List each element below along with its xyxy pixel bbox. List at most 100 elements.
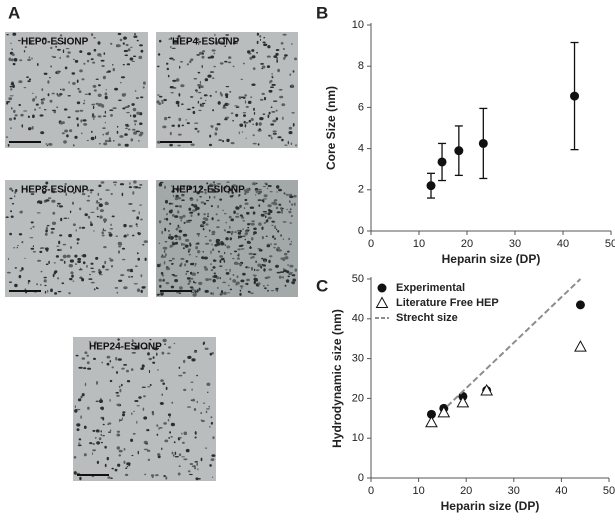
particle bbox=[50, 288, 53, 293]
particle bbox=[81, 78, 85, 81]
particle bbox=[121, 247, 126, 250]
particle bbox=[294, 268, 297, 272]
particle bbox=[143, 395, 146, 398]
particle bbox=[181, 194, 185, 196]
particle bbox=[240, 216, 245, 219]
particle bbox=[261, 65, 266, 69]
particle bbox=[294, 57, 297, 61]
particle bbox=[121, 367, 125, 370]
particle bbox=[104, 139, 108, 143]
particle bbox=[246, 211, 250, 215]
particle bbox=[92, 429, 96, 432]
particle bbox=[119, 135, 124, 138]
particle bbox=[254, 194, 257, 196]
particle bbox=[191, 388, 193, 391]
particle bbox=[271, 136, 273, 140]
particle bbox=[99, 198, 103, 201]
particle bbox=[240, 244, 244, 246]
particle bbox=[129, 46, 133, 48]
particle bbox=[47, 93, 50, 97]
particle bbox=[122, 413, 125, 417]
particle bbox=[162, 382, 165, 385]
particle bbox=[241, 131, 244, 133]
particle bbox=[228, 215, 232, 219]
particle bbox=[244, 94, 248, 97]
particle bbox=[245, 137, 247, 139]
particle bbox=[225, 185, 228, 187]
particle bbox=[111, 265, 113, 268]
point bbox=[425, 415, 438, 428]
particle bbox=[163, 475, 166, 477]
particle bbox=[192, 398, 195, 402]
particle bbox=[277, 230, 280, 233]
particle bbox=[275, 49, 280, 51]
particle bbox=[198, 91, 202, 94]
particle bbox=[136, 111, 140, 115]
particle bbox=[177, 224, 180, 228]
particle bbox=[289, 73, 292, 76]
particle bbox=[215, 213, 218, 216]
particle bbox=[199, 97, 203, 100]
particle bbox=[109, 398, 111, 402]
particle bbox=[276, 56, 278, 61]
particle bbox=[116, 44, 121, 47]
particle bbox=[227, 284, 230, 287]
particle bbox=[130, 276, 134, 278]
particle bbox=[100, 441, 103, 444]
particle bbox=[74, 254, 78, 258]
particle bbox=[9, 85, 13, 88]
particle bbox=[126, 123, 129, 127]
particle bbox=[86, 199, 91, 202]
particle bbox=[278, 88, 283, 91]
particle bbox=[80, 395, 82, 399]
particle bbox=[140, 289, 143, 293]
particle bbox=[247, 100, 252, 104]
particle bbox=[173, 454, 175, 457]
particle bbox=[90, 211, 95, 213]
point bbox=[437, 405, 451, 418]
particle bbox=[136, 225, 138, 228]
particle bbox=[138, 140, 140, 142]
particle bbox=[142, 407, 145, 411]
particle bbox=[193, 205, 198, 208]
particle bbox=[122, 42, 125, 45]
particle bbox=[69, 260, 73, 262]
particle bbox=[268, 89, 273, 93]
particle bbox=[199, 85, 204, 88]
particle bbox=[74, 59, 79, 63]
particle bbox=[196, 242, 200, 244]
particle bbox=[258, 122, 262, 126]
particle bbox=[84, 213, 88, 217]
particle bbox=[95, 400, 99, 402]
particle bbox=[99, 215, 103, 219]
particle bbox=[147, 458, 151, 461]
particle bbox=[126, 380, 131, 383]
particle bbox=[186, 277, 191, 280]
particle bbox=[92, 105, 95, 110]
particle bbox=[291, 274, 296, 277]
particle bbox=[170, 37, 172, 40]
particle bbox=[255, 269, 260, 272]
particle bbox=[205, 99, 207, 102]
particle bbox=[11, 48, 13, 50]
particle bbox=[261, 226, 264, 230]
particle bbox=[20, 113, 24, 117]
particle bbox=[281, 138, 284, 142]
particle bbox=[271, 73, 273, 75]
particle bbox=[30, 227, 32, 230]
particle bbox=[117, 358, 122, 361]
particle bbox=[250, 237, 254, 241]
particle bbox=[218, 139, 223, 141]
particle bbox=[84, 93, 89, 96]
particle bbox=[239, 292, 242, 296]
scale-bar bbox=[160, 141, 192, 143]
particle bbox=[276, 246, 280, 251]
particle bbox=[225, 86, 230, 88]
particle bbox=[118, 385, 121, 388]
particle bbox=[109, 429, 112, 432]
particle bbox=[290, 240, 293, 243]
particle bbox=[196, 191, 200, 195]
particle bbox=[134, 400, 139, 402]
particle bbox=[213, 181, 215, 184]
y-tick-label: 10 bbox=[352, 19, 364, 31]
